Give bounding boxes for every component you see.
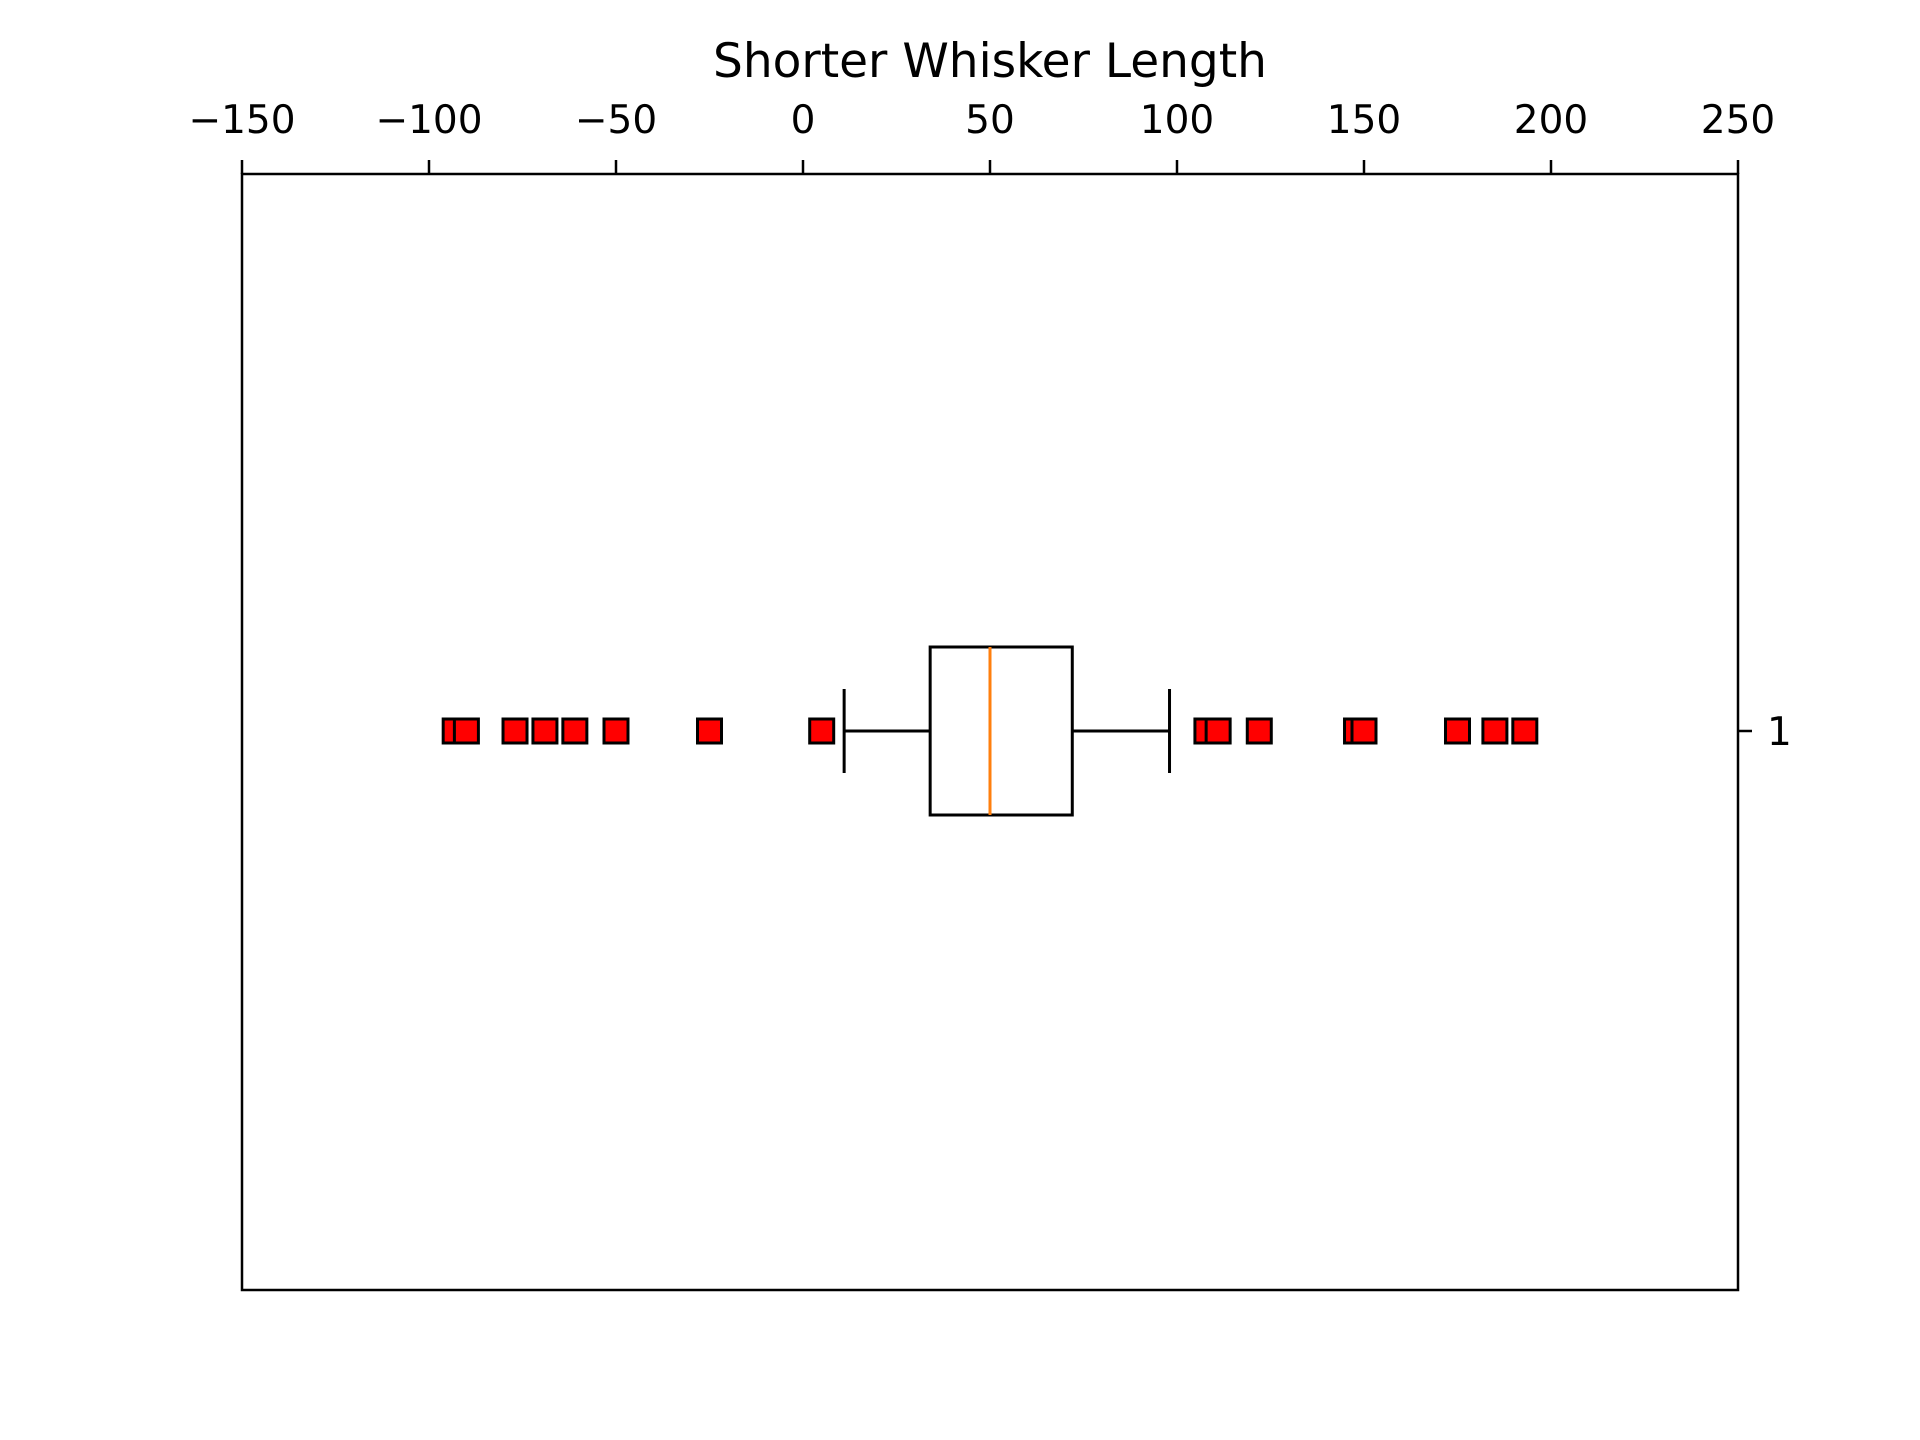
outlier-point <box>808 717 836 745</box>
outlier-point <box>452 717 480 745</box>
outlier-point <box>1350 717 1378 745</box>
outlier-point <box>1444 717 1471 745</box>
outlier-point <box>561 717 589 745</box>
outlier-point <box>602 717 630 745</box>
chart-title: Shorter Whisker Length <box>713 34 1267 89</box>
outlier-point <box>501 717 529 745</box>
x-tick-label: −50 <box>575 98 657 143</box>
x-axis: −150 −100 −50 0 50 100 150 200 250 <box>188 98 1775 174</box>
axes-frame <box>240 172 1740 1292</box>
x-tick-label: 200 <box>1514 98 1588 143</box>
x-tick-label: 0 <box>791 98 816 143</box>
y-axis: 1 <box>1738 710 1792 755</box>
x-tick-label: 50 <box>965 98 1015 143</box>
iqr-box <box>928 645 1074 817</box>
x-tick-label: −100 <box>375 98 482 143</box>
plot-area <box>441 645 1539 817</box>
x-tick-label: 100 <box>1140 98 1214 143</box>
outlier-point <box>1481 717 1509 745</box>
outlier-point <box>531 717 559 745</box>
outlier-point <box>696 717 723 745</box>
x-tick-label: 250 <box>1701 98 1775 143</box>
outlier-point <box>1204 717 1232 745</box>
outlier-point <box>1245 717 1273 745</box>
x-tick-label: 150 <box>1327 98 1401 143</box>
outlier-point <box>1511 717 1539 745</box>
x-tick-label: −150 <box>188 98 295 143</box>
y-tick-label: 1 <box>1767 710 1792 755</box>
